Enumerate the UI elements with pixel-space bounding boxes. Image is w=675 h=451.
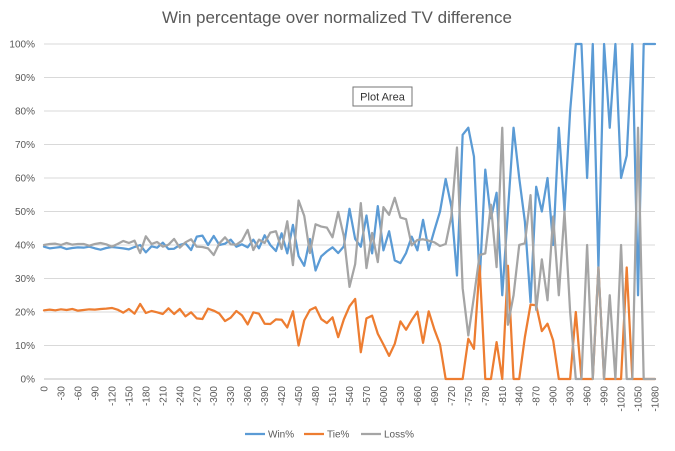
x-tick-label: -450 xyxy=(294,386,305,406)
y-tick-label: 100% xyxy=(9,40,35,51)
series-line-loss xyxy=(42,126,657,381)
x-tick-label: -480 xyxy=(311,386,322,406)
y-tick-label: 50% xyxy=(15,207,35,218)
y-axis: 0% 10% 20% 30% 40% 50% 60% 70% 80% 90% 100% xyxy=(9,40,35,386)
legend-label: Loss% xyxy=(384,430,414,441)
plot-area[interactable] xyxy=(42,42,657,381)
y-tick-label: 70% xyxy=(15,140,35,151)
x-tick-label: -180 xyxy=(141,386,152,406)
x-tick-label: -1080 xyxy=(651,386,662,412)
x-tick-label: -990 xyxy=(600,386,611,406)
x-tick-label: -540 xyxy=(345,386,356,406)
y-tick-label: 30% xyxy=(15,274,35,285)
x-tick-label: -900 xyxy=(549,386,560,406)
x-tick-label: -630 xyxy=(396,386,407,406)
y-tick-label: 0% xyxy=(21,375,36,386)
tooltip-label: Plot Area xyxy=(360,92,406,104)
x-tick-label: -30 xyxy=(56,386,67,401)
x-tick-label: -750 xyxy=(464,386,475,406)
y-tick-label: 60% xyxy=(15,174,35,185)
x-tick-label: -270 xyxy=(192,386,203,406)
x-tick-label: -210 xyxy=(158,386,169,406)
x-tick-label: -420 xyxy=(277,386,288,406)
y-tick-label: 40% xyxy=(15,241,35,252)
x-tick-label: -840 xyxy=(515,386,526,406)
y-tick-label: 20% xyxy=(15,308,35,319)
x-tick-label: -810 xyxy=(498,386,509,406)
legend-label: Tie% xyxy=(327,430,350,441)
legend-label: Win% xyxy=(268,430,294,441)
x-tick-label: -780 xyxy=(481,386,492,406)
chart-title: Win percentage over normalized TV differ… xyxy=(162,8,512,27)
x-tick-label: -150 xyxy=(124,386,135,406)
series-line-win xyxy=(42,42,657,304)
x-tick-label: 0 xyxy=(40,386,51,392)
legend: Win% Tie% Loss% xyxy=(245,430,414,441)
x-tick-label: -330 xyxy=(226,386,237,406)
x-tick-label: -1050 xyxy=(634,386,645,412)
series-line-tie xyxy=(42,264,657,381)
x-tick-label: -240 xyxy=(175,386,186,406)
x-tick-label: -870 xyxy=(532,386,543,406)
x-tick-label: -960 xyxy=(583,386,594,406)
x-tick-label: -690 xyxy=(430,386,441,406)
x-tick-label: -510 xyxy=(328,386,339,406)
x-tick-label: -720 xyxy=(447,386,458,406)
x-tick-label: -600 xyxy=(379,386,390,406)
plot-area-tooltip: Plot Area xyxy=(352,86,413,107)
x-tick-label: -90 xyxy=(90,386,101,401)
x-axis: 0 -30 -60 -90 -120 -150 -180 -210 -240 -270 -300 -3… xyxy=(40,378,662,412)
y-tick-label: 10% xyxy=(15,341,35,352)
x-tick-label: -660 xyxy=(413,386,424,406)
x-tick-label: -570 xyxy=(362,386,373,406)
x-tick-label: -930 xyxy=(566,386,577,406)
x-tick-label: -60 xyxy=(73,386,84,401)
x-tick-label: -300 xyxy=(209,386,220,406)
x-tick-label: -360 xyxy=(243,386,254,406)
x-tick-label: -120 xyxy=(107,386,118,406)
x-tick-label: -390 xyxy=(260,386,271,406)
x-tick-label: -1020 xyxy=(617,386,628,412)
y-tick-label: 90% xyxy=(15,73,35,84)
y-tick-label: 80% xyxy=(15,107,35,118)
tooltip-box xyxy=(352,86,413,107)
